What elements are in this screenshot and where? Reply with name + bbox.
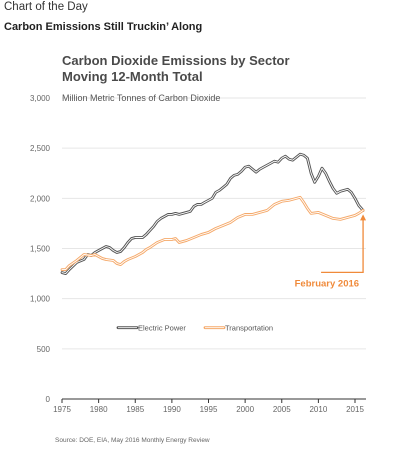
x-tick-label: 2000 <box>236 405 254 414</box>
y-tick-label: 3,000 <box>30 94 51 103</box>
x-tick-label: 2005 <box>273 405 291 414</box>
y-axis-unit-label: Million Metric Tonnes of Carbon Dioxide <box>62 93 220 103</box>
legend-label: Electric Power <box>138 324 186 333</box>
callout-label: February 2016 <box>295 278 359 289</box>
callout: February 2016 <box>295 214 367 289</box>
x-tick-label: 1980 <box>90 405 108 414</box>
y-tick-label: 1,000 <box>30 295 51 304</box>
headline: Carbon Emissions Still Truckin’ Along <box>4 21 203 33</box>
x-tick-label: 1975 <box>53 405 71 414</box>
callout-line <box>321 217 364 274</box>
source-note: Source: DOE, EIA, May 2016 Monthly Energ… <box>55 437 210 444</box>
y-axis: 0 500 1,000 1,500 2,000 2,500 3,000 <box>30 94 51 404</box>
legend-item: Electric Power <box>116 324 186 333</box>
y-tick-label: 2,000 <box>30 194 51 203</box>
gridlines <box>62 97 366 350</box>
x-tick-label: 1985 <box>126 405 144 414</box>
series-electric-power <box>60 152 365 275</box>
x-tick-label: 2015 <box>346 405 364 414</box>
series-transportation <box>60 195 365 271</box>
series-line-core <box>61 153 364 275</box>
series-line-core <box>61 196 364 271</box>
series-line-outline <box>60 152 365 275</box>
legend-label: Transportation <box>225 324 273 333</box>
y-tick-label: 1,500 <box>30 245 51 254</box>
x-tick-label: 1995 <box>200 405 218 414</box>
y-tick-label: 500 <box>37 345 51 354</box>
legend-item: Transportation <box>203 324 273 333</box>
chart-title: Carbon Dioxide Emissions by Sector Movin… <box>62 53 290 85</box>
callout-arrowhead <box>360 214 367 221</box>
kicker-label: Chart of the Day <box>4 1 88 13</box>
x-axis: 1975 1980 1985 1990 1995 2000 2005 2010 2015 <box>53 398 366 414</box>
legend: Electric Power Transportation <box>116 324 273 333</box>
y-tick-label: 0 <box>46 395 51 404</box>
chart-title-line-1: Carbon Dioxide Emissions by Sector <box>62 53 290 68</box>
x-tick-label: 2010 <box>309 405 327 414</box>
series-lines <box>60 152 365 275</box>
series-line-outline <box>60 195 365 271</box>
x-tick-label: 1990 <box>163 405 181 414</box>
chart-title-line-2: Moving 12-Month Total <box>62 69 203 84</box>
y-tick-label: 2,500 <box>30 144 51 153</box>
